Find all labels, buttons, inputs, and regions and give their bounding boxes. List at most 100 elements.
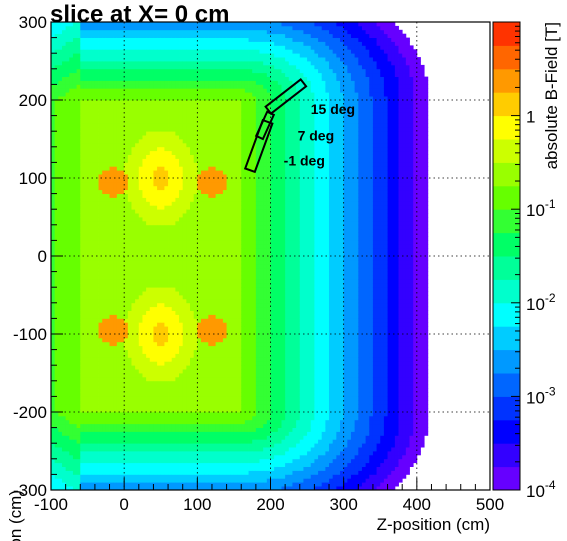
heatmap-cell: [61, 486, 67, 491]
heatmap-cell: [87, 217, 92, 222]
heatmap-cell: [80, 478, 85, 483]
heatmap-cell: [98, 244, 103, 249]
heatmap-cell: [190, 185, 195, 191]
heatmap-cell: [127, 330, 132, 335]
heatmap-cell: [116, 256, 121, 261]
heatmap-cell: [102, 423, 107, 428]
heatmap-cell: [98, 341, 103, 347]
heatmap-cell: [113, 80, 118, 85]
heatmap-cell: [164, 107, 169, 113]
heatmap-cell: [69, 447, 74, 452]
heatmap-cell: [98, 131, 103, 136]
heatmap-cell: [182, 220, 187, 226]
heatmap-cell: [80, 119, 85, 124]
heatmap-cell: [94, 474, 99, 479]
heatmap-cell: [149, 369, 154, 374]
heatmap-cell: [83, 435, 88, 440]
heatmap-cell: [149, 412, 154, 417]
heatmap-cell: [83, 49, 88, 54]
heatmap-cell: [131, 263, 136, 269]
heatmap-cell: [175, 25, 180, 31]
heatmap-cell: [54, 103, 59, 109]
heatmap-cell: [102, 322, 107, 327]
heatmap-cell: [116, 244, 121, 249]
heatmap-cell: [153, 25, 158, 31]
heatmap-cell: [61, 217, 67, 222]
heatmap-cell: [146, 57, 151, 62]
heatmap-cell: [109, 314, 114, 319]
heatmap-cell: [72, 37, 78, 42]
heatmap-cell: [149, 310, 154, 315]
heatmap-cell: [76, 454, 81, 460]
heatmap-cell: [149, 213, 154, 218]
heatmap-cell: [168, 228, 173, 233]
heatmap-cell: [182, 33, 187, 38]
heatmap-cell: [76, 64, 81, 70]
heatmap-cell: [83, 217, 88, 222]
heatmap-cell: [109, 154, 114, 159]
heatmap-cell: [160, 443, 165, 448]
heatmap-cell: [157, 314, 162, 319]
heatmap-cell: [109, 267, 114, 272]
heatmap-cell: [87, 240, 92, 245]
heatmap-cell: [91, 103, 96, 109]
heatmap-cell: [109, 365, 114, 370]
heatmap-cell: [80, 189, 85, 194]
heatmap-cell: [179, 205, 184, 210]
heatmap-cell: [80, 146, 85, 152]
heatmap-cell: [182, 119, 187, 124]
heatmap-cell: [200, 349, 206, 354]
heatmap-cell: [197, 302, 202, 308]
heatmap-cell: [91, 174, 96, 179]
heatmap-cell: [164, 217, 169, 222]
heatmap-cell: [51, 486, 56, 491]
heatmap-cell: [149, 158, 154, 163]
heatmap-cell: [61, 283, 67, 288]
heatmap-cell: [131, 486, 136, 491]
heatmap-cell: [146, 119, 151, 124]
heatmap-cell: [120, 443, 125, 448]
heatmap-cell: [153, 100, 158, 105]
heatmap-cell: [138, 345, 143, 350]
heatmap-cell: [120, 439, 125, 444]
heatmap-cell: [69, 189, 74, 194]
heatmap-cell: [124, 482, 129, 487]
heatmap-cell: [186, 131, 191, 136]
heatmap-cell: [149, 373, 154, 378]
heatmap-cell: [127, 404, 132, 409]
heatmap-cell: [98, 25, 103, 31]
heatmap-cell: [65, 423, 70, 428]
heatmap-cell: [76, 404, 81, 409]
heatmap-cell: [87, 470, 92, 475]
heatmap-cell: [138, 478, 143, 483]
heatmap-cell: [197, 392, 202, 397]
heatmap-cell: [76, 22, 81, 27]
heatmap-cell: [164, 150, 169, 155]
heatmap-cell: [200, 326, 206, 331]
heatmap-cell: [80, 259, 85, 265]
heatmap-cell: [54, 376, 59, 382]
heatmap-cell: [175, 322, 180, 327]
heatmap-cell: [91, 271, 96, 276]
heatmap-cell: [131, 404, 136, 409]
heatmap-cell: [197, 322, 202, 327]
heatmap-cell: [182, 61, 187, 66]
heatmap-cell: [153, 139, 158, 144]
heatmap-cell: [153, 209, 158, 214]
heatmap-cell: [109, 392, 114, 397]
heatmap-cell: [124, 326, 129, 331]
heatmap-cell: [179, 162, 184, 167]
heatmap-cell: [51, 185, 56, 191]
heatmap-cell: [168, 435, 173, 440]
heatmap-cell: [171, 217, 176, 222]
heatmap-cell: [69, 423, 74, 428]
heatmap-cell: [171, 228, 176, 233]
heatmap-cell: [72, 119, 78, 124]
heatmap-cell: [76, 29, 81, 35]
heatmap-cell: [94, 392, 99, 397]
heatmap-cell: [157, 365, 162, 370]
heatmap-cell: [153, 166, 158, 171]
heatmap-cell: [175, 61, 180, 66]
heatmap-cell: [116, 76, 121, 81]
heatmap-cell: [197, 419, 202, 425]
